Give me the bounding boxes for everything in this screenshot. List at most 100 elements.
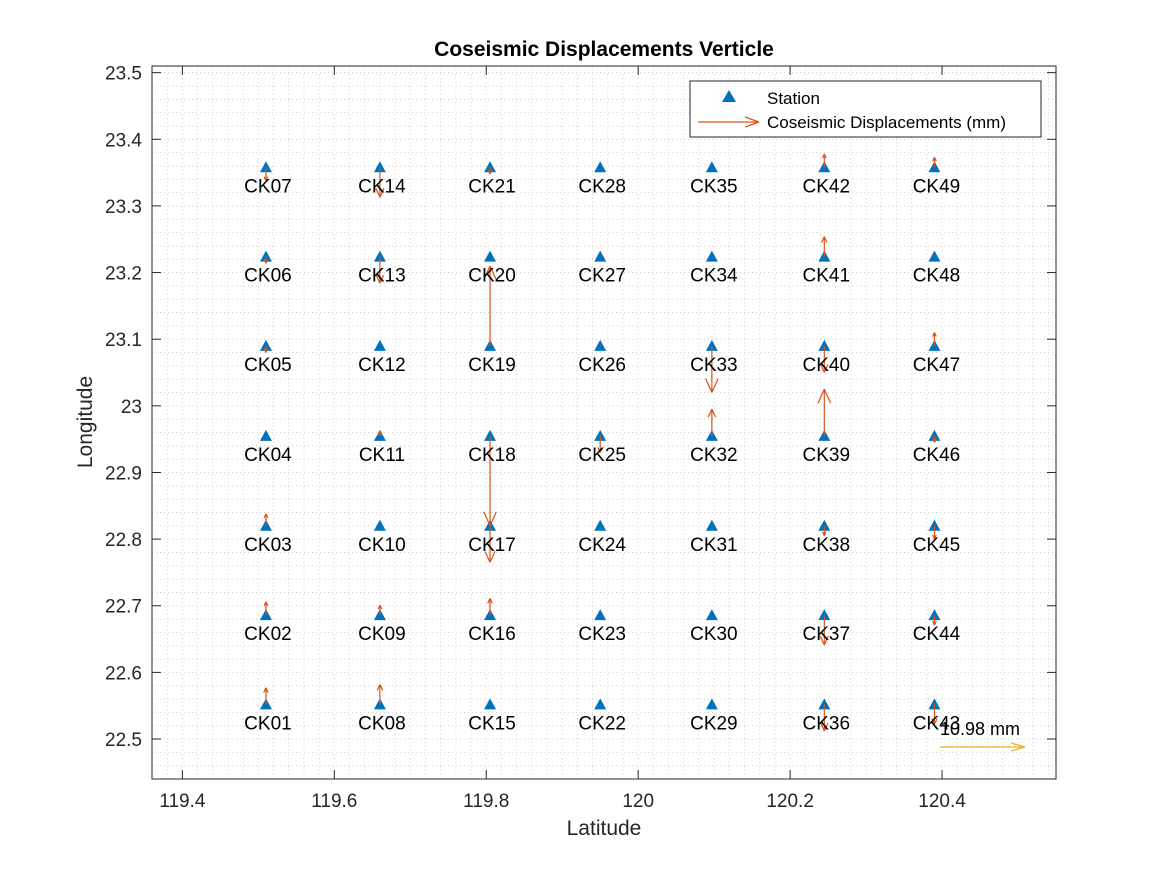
station-label-ck10: CK10 [358, 535, 406, 556]
arrow-head-left [375, 274, 381, 284]
station-marker-ck07 [259, 161, 272, 173]
arrow-head-right [933, 157, 937, 162]
station-label-ck42: CK42 [803, 176, 851, 197]
station-label-ck09: CK09 [358, 624, 406, 645]
arrow-head-right [265, 687, 269, 693]
station-marker-ck46 [928, 429, 941, 441]
displacement-arrow-ck42 [821, 153, 827, 168]
station-label-ck05: CK05 [244, 355, 292, 376]
arrow-head-right [379, 604, 383, 610]
displacement-arrow-ck02 [263, 601, 269, 616]
x-tick-label: 119.6 [311, 791, 357, 812]
displacement-arrow-ck49 [932, 157, 937, 168]
station-label-ck14: CK14 [358, 176, 406, 197]
y-axis-ticks: 22.5 22.6 22.7 22.8 22.9 23 23.1 23.2 23.3 23.4 23… [105, 64, 1056, 751]
station-marker-ck22 [594, 698, 607, 710]
legend-station-label: Station [767, 89, 820, 108]
station-marker-ck13 [373, 250, 386, 262]
arrow-head-right [379, 684, 384, 691]
station-label-ck45: CK45 [913, 535, 961, 556]
y-tick-label: 22.6 [105, 663, 142, 684]
displacement-arrow-ck19 [483, 265, 497, 346]
plot-area-border [151, 65, 1057, 780]
displacement-arrow-ck39 [817, 388, 832, 436]
displacement-arrow-ck03 [263, 513, 269, 526]
x-axis-label: Latitude [567, 817, 642, 840]
station-label-ck35: CK35 [690, 176, 738, 197]
station-label-ck39: CK39 [803, 445, 851, 466]
scale-arrow-label: 10.98 mm [940, 719, 1020, 739]
station-label-ck02: CK02 [244, 624, 292, 645]
displacement-arrow-ck47 [932, 332, 937, 346]
station-label-ck46: CK46 [913, 445, 961, 466]
displacement-arrow-ck36 [820, 704, 829, 732]
grid [151, 66, 1056, 780]
arrow-head-right [933, 534, 937, 540]
station-label-ck19: CK19 [468, 355, 516, 376]
station-marker-ck34 [705, 250, 718, 262]
station-marker-ck33 [705, 339, 718, 351]
arrow-head-right [823, 722, 829, 732]
station-label-ck18: CK18 [468, 445, 516, 466]
axes [151, 65, 1057, 780]
arrow-head-right [489, 598, 493, 604]
displacement-arrow-ck14 [375, 167, 385, 198]
x-tick-label: 120 [622, 791, 654, 812]
displacement-arrow-ck33 [705, 345, 719, 393]
station-marker-ck24 [594, 519, 607, 531]
chart-title: Coseismic Displacements Verticle [434, 38, 774, 61]
arrow-head-right [379, 274, 385, 284]
displacement-arrow-ck01 [263, 687, 269, 705]
arrow-head-left [817, 388, 825, 404]
displacement-arrows [263, 153, 938, 732]
arrow-head-right [489, 511, 497, 527]
displacement-arrow-ck09 [377, 604, 383, 616]
arrow-head-right [711, 378, 719, 393]
arrow-head-left [483, 265, 491, 281]
arrow-head-right [823, 236, 828, 243]
arrow-head-left [597, 447, 601, 453]
station-label-ck44: CK44 [913, 624, 961, 645]
y-tick-label: 22.9 [105, 463, 142, 484]
displacement-arrow-ck06 [263, 256, 269, 264]
y-tick-label: 22.5 [105, 730, 142, 751]
station-label-ck06: CK06 [244, 266, 292, 287]
arrow-head-left [487, 598, 491, 604]
y-tick-label: 23.5 [105, 64, 142, 85]
legend-station-marker [722, 90, 736, 102]
scale-arrow: 10.98 mm [940, 719, 1026, 752]
station-marker-ck21 [484, 161, 497, 173]
station-label-ck22: CK22 [578, 713, 626, 734]
arrow-head-right [489, 169, 493, 175]
displacement-arrow-ck13 [375, 256, 385, 284]
station-marker-ck26 [594, 339, 607, 351]
station-label-ck21: CK21 [468, 176, 516, 197]
arrow-head-right [823, 364, 829, 373]
station-marker-ck14 [373, 161, 386, 173]
y-axis-label: Longitude [74, 376, 97, 468]
station-label-ck03: CK03 [244, 535, 292, 556]
station-label-ck25: CK25 [578, 445, 626, 466]
arrow-head-right [933, 620, 937, 626]
displacement-arrow-ck46 [932, 435, 937, 443]
displacement-arrow-ck18 [483, 435, 497, 527]
station-marker-ck23 [594, 609, 607, 621]
y-tick-label: 23.4 [105, 130, 142, 151]
station-marker-ck43 [928, 698, 941, 710]
scale-arrow-head-top [1010, 742, 1026, 748]
scale-arrow-head-bottom [1010, 746, 1026, 752]
legend-displacement-label: Coseismic Displacements (mm) [767, 113, 1006, 132]
displacement-arrow-ck37 [819, 615, 829, 646]
y-tick-label: 22.8 [105, 530, 142, 551]
displacement-arrow-ck11 [377, 431, 383, 437]
displacement-arrow-ck05 [263, 345, 269, 353]
arrow-head-right [379, 188, 385, 198]
arrow-head-right [489, 551, 496, 563]
station-label-ck17: CK17 [468, 535, 516, 556]
arrow-head-right [265, 176, 269, 181]
station-marker-ck38 [818, 519, 831, 531]
station-marker-ck36 [818, 698, 831, 710]
station-label-ck11: CK11 [359, 445, 405, 466]
station-label-ck04: CK04 [244, 445, 292, 466]
